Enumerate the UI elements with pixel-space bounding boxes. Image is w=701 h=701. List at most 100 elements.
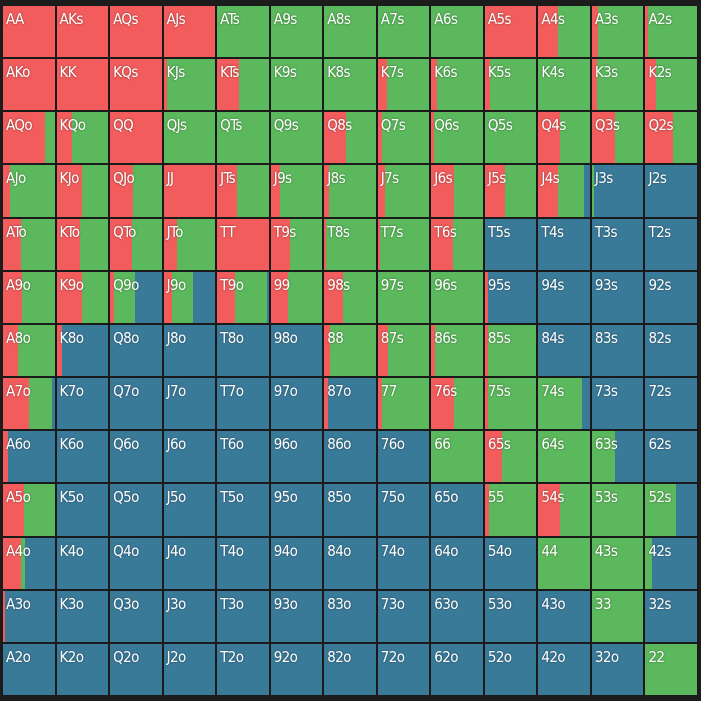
hand-cell-Q6o[interactable]: Q6o — [109, 430, 163, 484]
hand-cell-Q4o[interactable]: Q4o — [109, 536, 163, 590]
hand-cell-KTs[interactable]: KTs — [216, 58, 270, 112]
hand-cell-22[interactable]: 22 — [644, 642, 698, 696]
hand-cell-99[interactable]: 99 — [269, 270, 324, 324]
hand-cell-32s[interactable]: 32s — [644, 589, 698, 643]
hand-cell-42s[interactable]: 42s — [644, 536, 698, 590]
hand-cell-QTs[interactable]: QTs — [216, 111, 270, 165]
hand-cell-75s[interactable]: 75s — [483, 377, 538, 431]
hand-cell-K2s[interactable]: K2s — [644, 58, 698, 112]
hand-cell-J9o[interactable]: J9o — [162, 270, 217, 324]
hand-cell-82o[interactable]: 82o — [323, 642, 377, 696]
hand-cell-98o[interactable]: 98o — [269, 323, 324, 378]
hand-cell-K8s[interactable]: K8s — [323, 58, 377, 112]
hand-cell-T9o[interactable]: T9o — [216, 270, 270, 324]
hand-cell-T7s[interactable]: T7s — [376, 217, 431, 271]
hand-cell-87o[interactable]: 87o — [323, 377, 377, 431]
hand-cell-K8o[interactable]: K8o — [55, 323, 110, 378]
hand-cell-KTo[interactable]: KTo — [55, 217, 110, 271]
hand-cell-76s[interactable]: 76s — [430, 377, 484, 431]
hand-cell-A7s[interactable]: A7s — [376, 5, 431, 59]
hand-cell-Q2o[interactable]: Q2o — [109, 642, 163, 696]
hand-cell-92o[interactable]: 92o — [269, 642, 324, 696]
hand-cell-95s[interactable]: 95s — [483, 270, 538, 324]
hand-cell-63s[interactable]: 63s — [590, 430, 645, 484]
hand-cell-ATo[interactable]: ATo — [2, 217, 56, 271]
hand-cell-AKs[interactable]: AKs — [55, 5, 110, 59]
hand-cell-72s[interactable]: 72s — [644, 377, 698, 431]
hand-cell-Q4s[interactable]: Q4s — [537, 111, 591, 165]
hand-cell-98s[interactable]: 98s — [323, 270, 377, 324]
hand-cell-95o[interactable]: 95o — [269, 483, 324, 537]
hand-cell-84s[interactable]: 84s — [537, 323, 591, 378]
hand-cell-A9o[interactable]: A9o — [2, 270, 56, 324]
hand-cell-T7o[interactable]: T7o — [216, 377, 270, 431]
hand-cell-J5o[interactable]: J5o — [162, 483, 217, 537]
hand-cell-K6s[interactable]: K6s — [430, 58, 484, 112]
hand-cell-88[interactable]: 88 — [323, 323, 377, 378]
hand-cell-J4s[interactable]: J4s — [537, 164, 591, 218]
hand-cell-A6o[interactable]: A6o — [2, 430, 56, 484]
hand-cell-K7o[interactable]: K7o — [55, 377, 110, 431]
hand-cell-J7o[interactable]: J7o — [162, 377, 217, 431]
hand-cell-K5o[interactable]: K5o — [55, 483, 110, 537]
hand-cell-Q9s[interactable]: Q9s — [269, 111, 324, 165]
hand-cell-AQs[interactable]: AQs — [109, 5, 163, 59]
hand-cell-J8s[interactable]: J8s — [323, 164, 377, 218]
hand-cell-JJ[interactable]: JJ — [162, 164, 217, 218]
hand-cell-74o[interactable]: 74o — [376, 536, 431, 590]
hand-cell-A8s[interactable]: A8s — [323, 5, 377, 59]
hand-cell-J7s[interactable]: J7s — [376, 164, 431, 218]
hand-cell-77[interactable]: 77 — [376, 377, 431, 431]
hand-cell-72o[interactable]: 72o — [376, 642, 431, 696]
hand-cell-J4o[interactable]: J4o — [162, 536, 217, 590]
hand-cell-T4o[interactable]: T4o — [216, 536, 270, 590]
hand-cell-64o[interactable]: 64o — [430, 536, 484, 590]
hand-cell-KJo[interactable]: KJo — [55, 164, 110, 218]
hand-cell-KK[interactable]: KK — [55, 58, 110, 112]
hand-cell-86s[interactable]: 86s — [430, 323, 484, 378]
hand-cell-93s[interactable]: 93s — [590, 270, 645, 324]
hand-cell-A5s[interactable]: A5s — [483, 5, 538, 59]
hand-cell-QJo[interactable]: QJo — [109, 164, 163, 218]
hand-cell-42o[interactable]: 42o — [537, 642, 591, 696]
hand-cell-J2s[interactable]: J2s — [644, 164, 698, 218]
hand-cell-A5o[interactable]: A5o — [2, 483, 56, 537]
hand-cell-A4s[interactable]: A4s — [537, 5, 591, 59]
hand-cell-K9o[interactable]: K9o — [55, 270, 110, 324]
hand-cell-T5s[interactable]: T5s — [483, 217, 538, 271]
hand-cell-AKo[interactable]: AKo — [2, 58, 56, 112]
hand-cell-82s[interactable]: 82s — [644, 323, 698, 378]
hand-cell-52s[interactable]: 52s — [644, 483, 698, 537]
hand-cell-A6s[interactable]: A6s — [430, 5, 484, 59]
hand-cell-J3o[interactable]: J3o — [162, 589, 217, 643]
hand-cell-85o[interactable]: 85o — [323, 483, 377, 537]
hand-cell-43s[interactable]: 43s — [590, 536, 645, 590]
hand-cell-T3s[interactable]: T3s — [590, 217, 645, 271]
hand-cell-A2s[interactable]: A2s — [644, 5, 698, 59]
hand-cell-97o[interactable]: 97o — [269, 377, 324, 431]
hand-cell-63o[interactable]: 63o — [430, 589, 484, 643]
hand-cell-AA[interactable]: AA — [2, 5, 56, 59]
hand-cell-93o[interactable]: 93o — [269, 589, 324, 643]
hand-cell-K5s[interactable]: K5s — [483, 58, 538, 112]
hand-cell-Q8s[interactable]: Q8s — [323, 111, 377, 165]
hand-cell-ATs[interactable]: ATs — [216, 5, 270, 59]
hand-cell-K2o[interactable]: K2o — [55, 642, 110, 696]
hand-cell-Q5s[interactable]: Q5s — [483, 111, 538, 165]
hand-cell-A3s[interactable]: A3s — [590, 5, 645, 59]
hand-cell-T5o[interactable]: T5o — [216, 483, 270, 537]
hand-cell-A3o[interactable]: A3o — [2, 589, 56, 643]
hand-cell-A9s[interactable]: A9s — [269, 5, 324, 59]
hand-cell-55[interactable]: 55 — [483, 483, 538, 537]
hand-cell-K3s[interactable]: K3s — [590, 58, 645, 112]
hand-cell-85s[interactable]: 85s — [483, 323, 538, 378]
hand-cell-KJs[interactable]: KJs — [162, 58, 217, 112]
hand-cell-43o[interactable]: 43o — [537, 589, 591, 643]
hand-cell-52o[interactable]: 52o — [483, 642, 538, 696]
hand-cell-T3o[interactable]: T3o — [216, 589, 270, 643]
hand-cell-84o[interactable]: 84o — [323, 536, 377, 590]
hand-cell-T8o[interactable]: T8o — [216, 323, 270, 378]
hand-cell-AJo[interactable]: AJo — [2, 164, 56, 218]
hand-cell-KQo[interactable]: KQo — [55, 111, 110, 165]
hand-cell-T4s[interactable]: T4s — [537, 217, 591, 271]
